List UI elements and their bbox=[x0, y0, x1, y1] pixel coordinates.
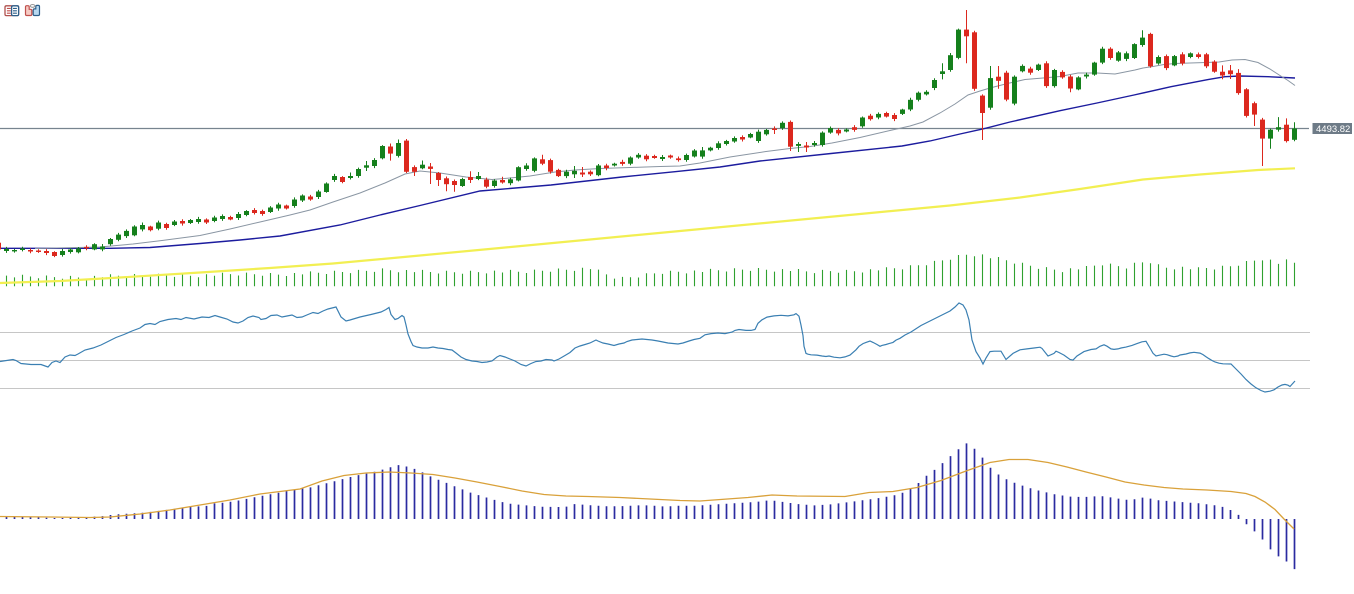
svg-text:4493.82: 4493.82 bbox=[1316, 124, 1350, 135]
